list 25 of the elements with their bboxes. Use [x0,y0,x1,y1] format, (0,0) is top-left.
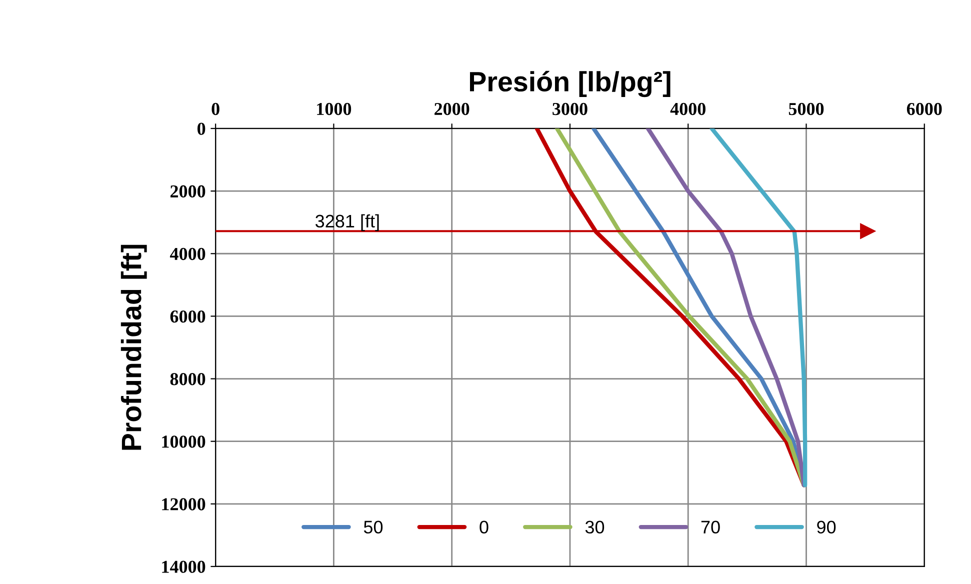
y-tick-label: 14000 [162,560,206,573]
legend-label: 0 [480,520,488,534]
line-series [646,128,806,488]
y-tick-label: 8000 [170,373,206,386]
y-tick-label: 0 [198,122,206,135]
y-tick-label: 4000 [170,248,206,260]
x-tick-label: 5000 [788,102,824,116]
legend-label: 30 [585,520,604,534]
y-tick-label: 12000 [162,498,206,510]
legend-label: 90 [817,520,836,534]
x-tick-label: 0 [212,102,220,116]
legend-label: 70 [701,520,720,534]
x-tick-label: 3000 [552,102,588,116]
line-series [710,128,808,488]
y-tick-label: 6000 [170,310,206,323]
x-axis-title: Presión [lb/pg²] [470,70,670,98]
x-tick-label: 2000 [434,102,470,116]
y-tick-label: 10000 [162,436,206,448]
x-tick-label: 1000 [317,102,352,116]
x-tick-label: 4000 [670,102,706,116]
ref-line-label: 3281 [ft] [315,214,379,232]
y-tick-label: 2000 [170,185,206,198]
x-tick-label: 6000 [906,102,942,116]
y-axis-title: Profundidad [ft] [120,244,147,450]
legend-label: 50 [364,520,383,534]
